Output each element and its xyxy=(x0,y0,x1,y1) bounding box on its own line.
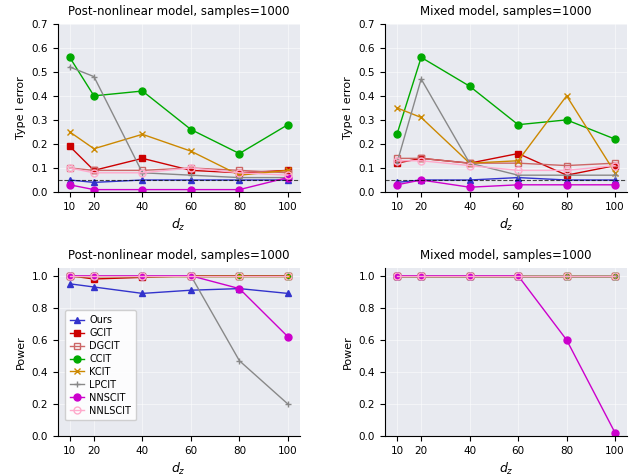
Y-axis label: Power: Power xyxy=(16,335,26,369)
Title: Mixed model, samples=1000: Mixed model, samples=1000 xyxy=(420,5,592,18)
X-axis label: $d_z$: $d_z$ xyxy=(499,217,513,233)
Y-axis label: Power: Power xyxy=(343,335,353,369)
X-axis label: $d_z$: $d_z$ xyxy=(499,461,513,474)
Legend: Ours, GCIT, DGCIT, CCIT, KCIT, LPCIT, NNSCIT, NNLSCIT: Ours, GCIT, DGCIT, CCIT, KCIT, LPCIT, NN… xyxy=(65,310,136,420)
Title: Post-nonlinear model, samples=1000: Post-nonlinear model, samples=1000 xyxy=(68,249,289,263)
Title: Mixed model, samples=1000: Mixed model, samples=1000 xyxy=(420,249,592,263)
Y-axis label: Type I error: Type I error xyxy=(343,76,353,139)
X-axis label: $d_z$: $d_z$ xyxy=(172,217,186,233)
Y-axis label: Type I error: Type I error xyxy=(16,76,26,139)
X-axis label: $d_z$: $d_z$ xyxy=(172,461,186,474)
Title: Post-nonlinear model, samples=1000: Post-nonlinear model, samples=1000 xyxy=(68,5,289,18)
